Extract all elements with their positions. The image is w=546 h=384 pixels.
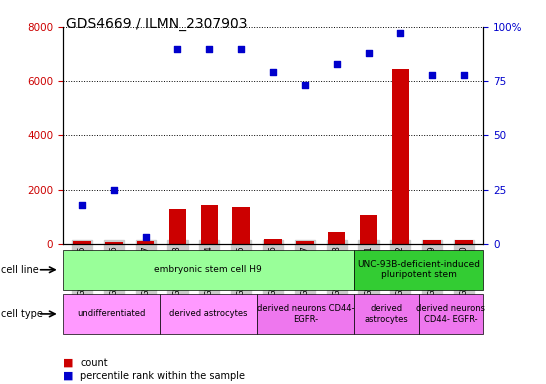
Point [78, 202, 86, 208]
Text: ■: ■ [63, 358, 73, 368]
Point [237, 46, 246, 52]
Point [300, 83, 309, 89]
Bar [233, 207, 250, 244]
Bar [137, 242, 155, 244]
Text: derived
astrocytes: derived astrocytes [364, 304, 408, 324]
Point [109, 187, 118, 193]
Bar [73, 241, 91, 244]
Bar [328, 232, 346, 244]
Text: cell type: cell type [1, 309, 43, 319]
Bar [296, 241, 313, 244]
Bar [105, 242, 122, 244]
Text: derived astrocytes: derived astrocytes [169, 310, 247, 318]
Text: GDS4669 / ILMN_2307903: GDS4669 / ILMN_2307903 [66, 17, 247, 31]
Bar [264, 239, 282, 244]
Point [269, 70, 277, 76]
Text: UNC-93B-deficient-induced
pluripotent stem: UNC-93B-deficient-induced pluripotent st… [357, 260, 480, 280]
Point [333, 61, 341, 67]
Text: cell line: cell line [1, 265, 39, 275]
Bar [424, 240, 441, 244]
Point [173, 46, 182, 52]
Text: derived neurons CD44-
EGFR-: derived neurons CD44- EGFR- [257, 304, 354, 324]
Point [364, 50, 373, 56]
Text: count: count [80, 358, 108, 368]
Text: derived neurons
CD44- EGFR-: derived neurons CD44- EGFR- [417, 304, 485, 324]
Bar [169, 209, 186, 244]
Bar [200, 205, 218, 244]
Point [141, 234, 150, 240]
Text: embryonic stem cell H9: embryonic stem cell H9 [155, 265, 262, 274]
Point [460, 71, 468, 78]
Text: undifferentiated: undifferentiated [77, 310, 145, 318]
Bar [360, 215, 377, 244]
Bar [391, 69, 409, 244]
Bar [455, 240, 473, 244]
Text: percentile rank within the sample: percentile rank within the sample [80, 371, 245, 381]
Text: ■: ■ [63, 371, 73, 381]
Point [428, 71, 437, 78]
Point [205, 46, 213, 52]
Point [396, 30, 405, 36]
